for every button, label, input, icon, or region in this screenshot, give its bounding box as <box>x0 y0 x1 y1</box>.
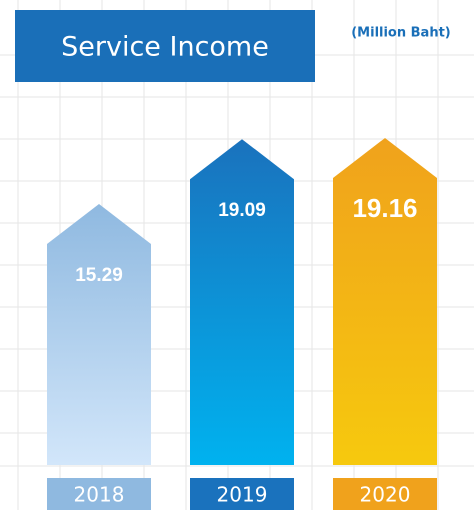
arrow-bar <box>190 139 294 465</box>
value-label: 19.09 <box>218 200 266 221</box>
x-tick-label: 2020 <box>360 483 411 507</box>
x-tick-label: 2019 <box>217 483 268 507</box>
chart-title: Service Income <box>61 32 269 63</box>
arrow-bar <box>333 138 437 465</box>
category-box <box>47 478 151 510</box>
category-box <box>190 478 294 510</box>
title-box <box>15 10 315 82</box>
category-box <box>333 478 437 510</box>
value-label: 19.16 <box>352 193 417 223</box>
x-tick-label: 2018 <box>74 483 125 507</box>
unit-label: (Million Baht) <box>351 26 451 41</box>
arrow-bar <box>47 204 151 466</box>
value-label: 15.29 <box>75 265 123 286</box>
